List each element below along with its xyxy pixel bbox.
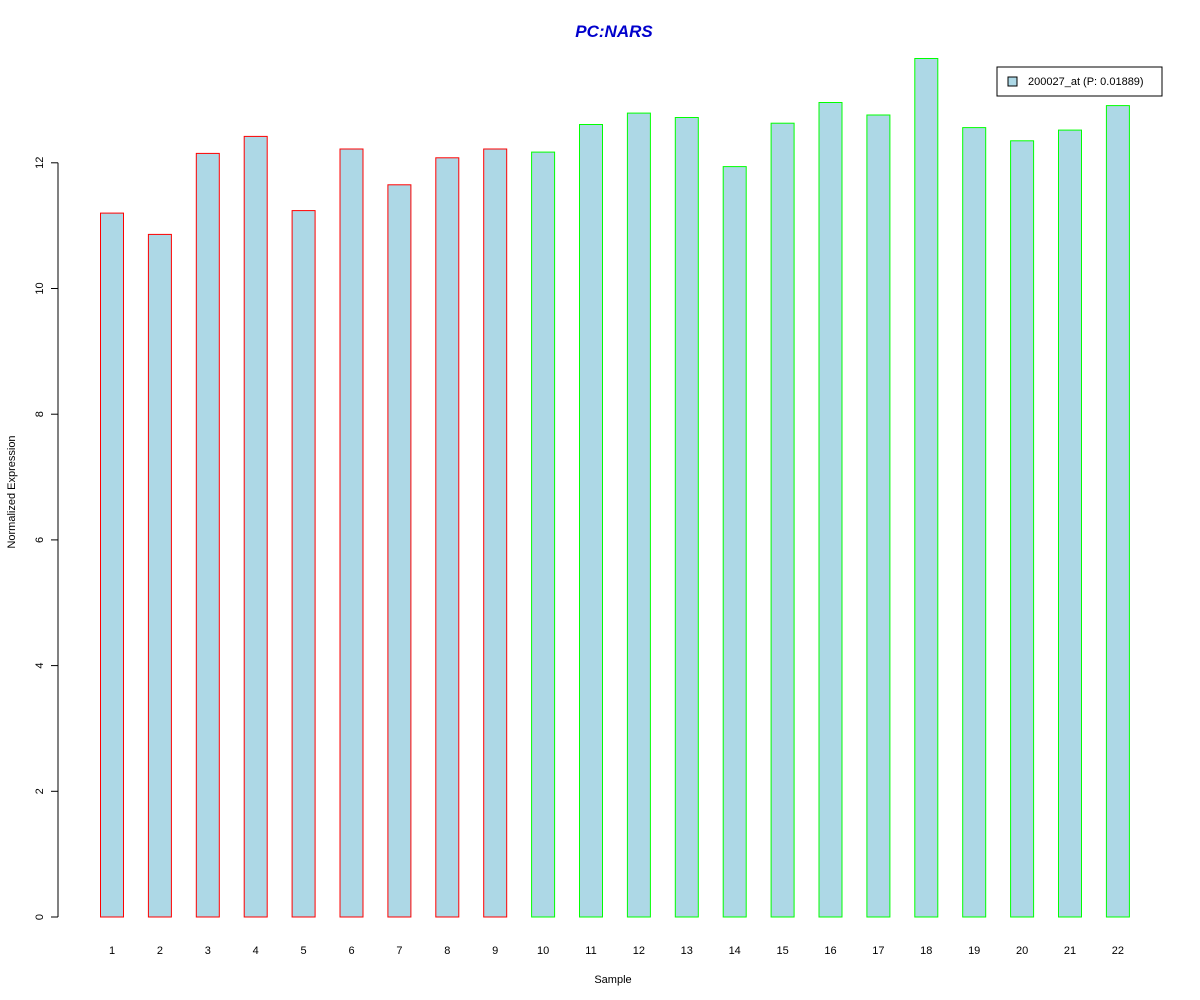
bar (866, 114, 891, 918)
bar (435, 157, 460, 918)
bar (770, 122, 795, 918)
bar (722, 166, 747, 918)
bar (818, 102, 843, 918)
y-tick-label: 2 (34, 788, 46, 794)
y-tick-label: 12 (34, 157, 46, 169)
x-tick-label: 18 (920, 945, 932, 957)
bar (1058, 129, 1082, 918)
x-tick-label: 21 (1064, 945, 1076, 957)
x-tick-label: 6 (348, 945, 354, 957)
legend-label: 200027_at (P: 0.01889) (1028, 76, 1144, 88)
x-tick-label: 7 (396, 945, 402, 957)
y-tick-label: 4 (34, 663, 46, 669)
x-tick-label: 8 (444, 945, 450, 957)
bar (100, 212, 124, 918)
x-axis: 1 2 3 4 5 6 7 8 9 10 11 12 13 14 15 16 17 18 19 20 21 22 (109, 945, 1124, 957)
y-tick-label: 0 (34, 914, 46, 920)
x-tick-label: 4 (253, 945, 259, 957)
chart-title: PC:NARS (575, 22, 653, 41)
bar (962, 127, 987, 918)
bar (387, 184, 412, 918)
x-tick-label: 1 (109, 945, 115, 957)
bar (579, 124, 603, 918)
x-tick-label: 16 (824, 945, 836, 957)
y-tick-label: 10 (34, 282, 46, 294)
x-tick-label: 13 (681, 945, 693, 957)
x-tick-label: 12 (633, 945, 645, 957)
x-tick-label: 2 (157, 945, 163, 957)
bar (674, 117, 699, 918)
bar (483, 148, 508, 918)
y-tick-label: 6 (34, 537, 46, 543)
x-tick-label: 17 (872, 945, 884, 957)
bar (626, 112, 651, 918)
y-tick-label: 8 (34, 411, 46, 417)
bar (1105, 105, 1130, 918)
x-tick-label: 5 (301, 945, 307, 957)
x-axis-label: Sample (594, 974, 631, 986)
x-tick-label: 9 (492, 945, 498, 957)
legend-swatch (1007, 76, 1018, 87)
bar (291, 210, 316, 918)
x-tick-label: 3 (205, 945, 211, 957)
bar (531, 151, 556, 918)
bar (1010, 140, 1035, 918)
x-tick-label: 20 (1016, 945, 1028, 957)
legend: 200027_at (P: 0.01889) (996, 66, 1163, 97)
y-axis-label: Normalized Expression (6, 435, 18, 548)
bar (243, 135, 268, 918)
bar (195, 152, 220, 918)
x-tick-label: 22 (1112, 945, 1124, 957)
bar (914, 58, 939, 918)
bars (100, 58, 1130, 918)
x-tick-label: 10 (537, 945, 549, 957)
x-tick-label: 14 (729, 945, 741, 957)
bar (147, 233, 172, 918)
x-tick-label: 19 (968, 945, 980, 957)
x-tick-label: 15 (776, 945, 788, 957)
y-axis: 0 2 4 6 8 10 12 (34, 157, 59, 920)
legend-box (996, 66, 1163, 97)
bar (339, 148, 364, 918)
x-tick-label: 11 (585, 945, 596, 957)
